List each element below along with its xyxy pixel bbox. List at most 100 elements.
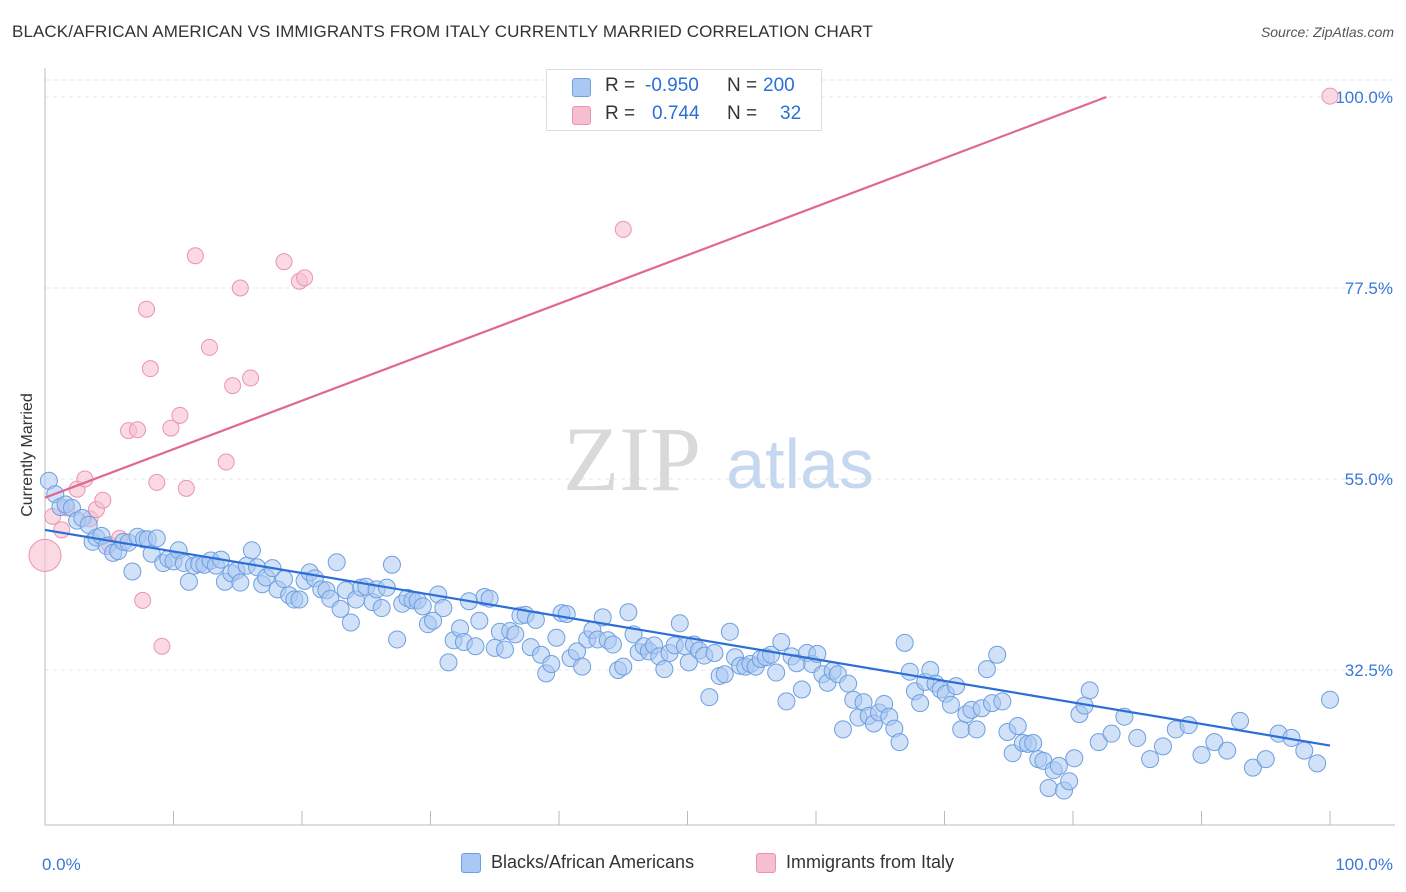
chart-title: BLACK/AFRICAN AMERICAN VS IMMIGRANTS FRO…	[12, 22, 873, 41]
stats-swatch-black	[572, 78, 591, 97]
data-point-black	[967, 720, 986, 739]
data-point-black	[413, 597, 432, 616]
stats-row-black: R = -0.950 N = 200	[547, 72, 821, 100]
data-point-black	[895, 633, 914, 652]
data-point-black	[1039, 778, 1058, 797]
data-point-black	[1060, 772, 1079, 791]
data-point-black	[542, 655, 561, 674]
axis-ticks: 100.0% 77.5% 55.0% 32.5% 0.0% 100.0%	[42, 88, 1393, 874]
data-point-black	[231, 573, 250, 592]
data-point-black	[720, 622, 739, 641]
data-point-black	[1231, 711, 1250, 730]
stats-n-label: N =	[727, 103, 758, 124]
data-point-black	[952, 720, 971, 739]
data-point-black	[1080, 681, 1099, 700]
legend-swatch-italy	[756, 852, 776, 873]
data-point-black	[941, 695, 960, 714]
data-point-italy	[134, 591, 152, 609]
watermark: ZIP atlas	[563, 408, 874, 510]
axes	[44, 68, 1395, 826]
series-black-points	[39, 471, 1339, 800]
watermark-zip: ZIP	[563, 408, 701, 510]
data-point-black	[1295, 741, 1314, 760]
data-point-black	[1205, 733, 1224, 752]
data-point-black	[1089, 733, 1108, 752]
stats-r-label: R =	[605, 75, 636, 96]
data-point-black	[614, 657, 633, 676]
y-tick-label: 77.5%	[1345, 279, 1393, 298]
data-point-italy	[129, 421, 147, 439]
data-point-italy	[224, 377, 242, 395]
data-point-italy	[1321, 87, 1339, 105]
data-point-black	[372, 599, 391, 618]
bottom-legend: Blacks/African Americans Immigrants from…	[0, 852, 1406, 878]
data-point-italy	[141, 360, 159, 378]
data-point-black	[993, 692, 1012, 711]
data-point-black	[1024, 734, 1043, 753]
data-point-black	[705, 644, 724, 663]
stats-legend: R = -0.950 N = 200 R = 0.744 N = 32	[546, 69, 822, 131]
data-point-italy	[231, 279, 249, 297]
data-point-black	[573, 657, 592, 676]
data-point-black	[506, 625, 525, 644]
data-point-black	[619, 603, 638, 622]
source-label: Source: ZipAtlas.com	[1260, 24, 1394, 40]
data-point-black	[911, 694, 930, 713]
data-point-black	[331, 599, 350, 618]
data-point-italy	[275, 253, 293, 271]
data-point-italy	[200, 338, 218, 356]
stats-r-label: R =	[605, 103, 636, 124]
data-point-italy	[171, 406, 189, 424]
data-point-italy	[94, 491, 112, 509]
x-tick-label: 0.0%	[42, 855, 81, 874]
data-point-italy	[177, 479, 195, 497]
data-point-black	[679, 653, 698, 672]
data-point-black	[341, 613, 360, 632]
data-point-black	[123, 562, 142, 581]
data-point-black	[1179, 716, 1198, 735]
data-point-black	[470, 611, 489, 630]
x-tick-label: 100.0%	[1335, 855, 1393, 874]
stats-swatch-italy	[572, 106, 591, 125]
data-point-black	[557, 604, 576, 623]
legend-label-black: Blacks/African Americans	[491, 852, 695, 872]
legend-item-black[interactable]: Blacks/African Americans	[461, 852, 694, 873]
y-tick-label: 32.5%	[1345, 661, 1393, 680]
data-point-black	[1321, 690, 1339, 709]
data-point-black	[890, 733, 909, 752]
data-point-black	[670, 614, 689, 633]
data-point-black	[655, 660, 674, 679]
data-point-italy	[153, 637, 171, 655]
legend-swatch-black	[461, 852, 481, 873]
data-point-black	[434, 599, 453, 618]
data-point-black	[275, 570, 294, 589]
data-point-black	[593, 608, 612, 627]
data-point-black	[1128, 728, 1147, 747]
data-point-black	[777, 692, 796, 711]
data-point-italy	[28, 538, 62, 572]
data-point-black	[147, 529, 166, 548]
data-point-italy	[614, 220, 632, 238]
data-point-black	[1008, 717, 1027, 736]
stats-r-value: 0.744	[652, 103, 700, 124]
data-point-black	[1192, 745, 1211, 764]
legend-item-italy[interactable]: Immigrants from Italy	[756, 852, 954, 873]
y-axis-title: Currently Married	[19, 393, 36, 517]
data-point-black	[1141, 750, 1160, 769]
data-point-black	[1153, 737, 1172, 756]
data-point-black	[290, 590, 309, 609]
data-point-black	[327, 553, 346, 572]
data-point-italy	[138, 300, 156, 318]
data-point-black	[715, 665, 734, 684]
data-point-black	[1102, 724, 1121, 743]
data-point-italy	[162, 419, 180, 437]
data-point-black	[977, 660, 996, 679]
data-point-italy	[53, 521, 71, 539]
data-point-black	[1218, 741, 1237, 760]
data-point-black	[388, 630, 407, 649]
data-point-black	[603, 635, 622, 654]
data-point-black	[424, 611, 443, 630]
data-point-black	[772, 632, 791, 651]
data-point-black	[900, 662, 919, 681]
